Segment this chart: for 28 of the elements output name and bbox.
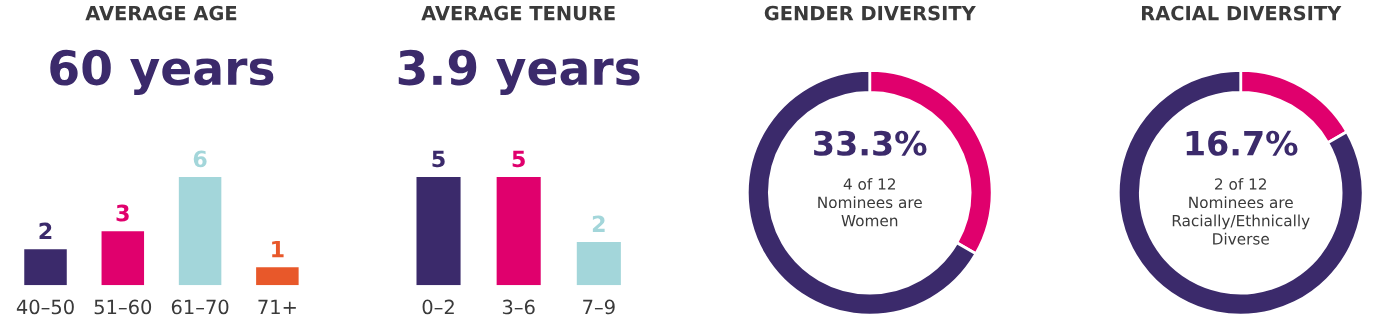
bar xyxy=(24,249,67,286)
data-label: 6 xyxy=(193,150,207,168)
x-tick-label: 71+ xyxy=(258,299,296,315)
text: 2 of 12 Nominees are Racially/Ethnically Diverse xyxy=(1172,178,1310,245)
chart-title: GENDER DIVERSITY xyxy=(764,5,976,21)
x-tick-label: 0–2 xyxy=(422,299,454,315)
data-label: 2 xyxy=(39,222,52,240)
x-tick-label: 40–50 xyxy=(16,299,74,315)
chart-title: AVERAGE TENURE xyxy=(421,5,615,21)
data-label: 5 xyxy=(512,150,525,168)
data-label: 1 xyxy=(272,240,284,258)
data-label: 5 xyxy=(432,150,445,168)
bar xyxy=(256,267,299,286)
data-label: 3 xyxy=(116,204,129,222)
chart-title: AVERAGE AGE xyxy=(85,5,237,21)
data-label: 2 xyxy=(592,215,605,232)
text: 16.7% xyxy=(1186,130,1298,156)
text: 33.3% xyxy=(814,130,927,156)
chart-subtitle: 3.9 years xyxy=(398,49,640,96)
bar xyxy=(178,177,222,286)
bar xyxy=(101,231,145,286)
chart-title: RACIAL DIVERSITY xyxy=(1142,5,1342,21)
x-tick-label: 51–60 xyxy=(94,299,152,315)
x-tick-label: 61–70 xyxy=(171,299,229,315)
text: 4 of 12 Nominees are Women xyxy=(818,178,922,227)
chart-subtitle: 60 years xyxy=(50,49,274,96)
x-tick-label: 3–6 xyxy=(502,299,535,315)
x-tick-label: 7–9 xyxy=(583,299,615,315)
